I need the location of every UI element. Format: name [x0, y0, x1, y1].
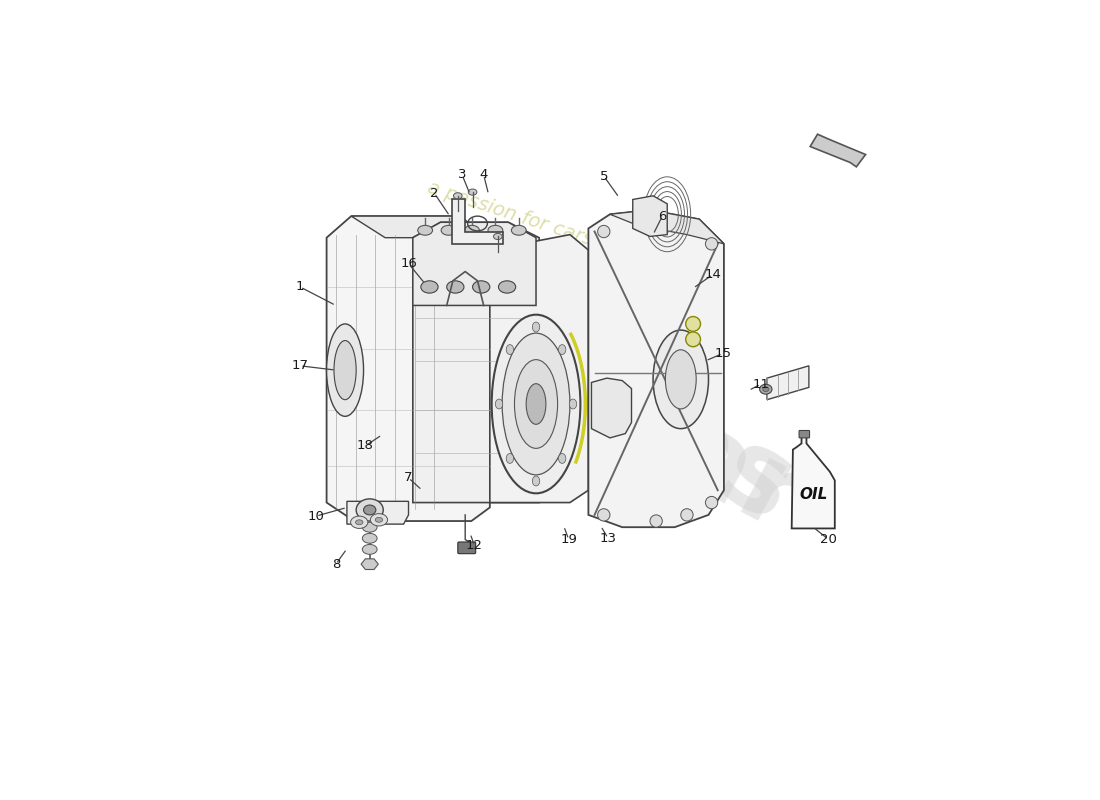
Ellipse shape: [351, 516, 367, 529]
Text: 11: 11: [752, 378, 769, 390]
Text: 6: 6: [658, 210, 667, 222]
Ellipse shape: [334, 341, 356, 400]
Polygon shape: [361, 559, 378, 570]
Text: 19: 19: [560, 533, 578, 546]
Polygon shape: [810, 134, 866, 167]
Text: 3: 3: [458, 168, 466, 182]
Ellipse shape: [453, 193, 462, 199]
Text: 18: 18: [358, 439, 374, 452]
Ellipse shape: [650, 211, 662, 223]
Polygon shape: [490, 234, 588, 502]
Ellipse shape: [327, 324, 363, 416]
Polygon shape: [592, 378, 631, 438]
Polygon shape: [588, 210, 724, 527]
Ellipse shape: [506, 454, 514, 463]
Text: res: res: [587, 360, 811, 546]
Polygon shape: [452, 199, 504, 244]
Ellipse shape: [559, 345, 565, 354]
Ellipse shape: [464, 226, 480, 235]
Ellipse shape: [362, 545, 377, 554]
Ellipse shape: [375, 518, 383, 522]
Ellipse shape: [685, 317, 701, 331]
Ellipse shape: [666, 350, 696, 409]
Ellipse shape: [532, 322, 540, 332]
Text: 7: 7: [405, 471, 412, 485]
FancyBboxPatch shape: [799, 430, 810, 438]
Polygon shape: [609, 210, 724, 244]
Ellipse shape: [597, 226, 609, 238]
Ellipse shape: [570, 399, 576, 409]
Text: 20: 20: [821, 533, 837, 546]
Text: a passion for cars since 1985: a passion for cars since 1985: [426, 178, 702, 285]
Ellipse shape: [705, 496, 717, 509]
Ellipse shape: [681, 509, 693, 521]
Text: OIL: OIL: [799, 487, 827, 502]
Ellipse shape: [356, 499, 383, 521]
Ellipse shape: [597, 509, 609, 521]
Ellipse shape: [418, 226, 432, 235]
Polygon shape: [792, 434, 835, 529]
Ellipse shape: [760, 384, 772, 394]
Text: 16: 16: [400, 257, 417, 270]
Ellipse shape: [469, 189, 477, 195]
Ellipse shape: [441, 226, 455, 235]
Ellipse shape: [526, 384, 546, 424]
Ellipse shape: [473, 281, 490, 293]
Ellipse shape: [355, 520, 363, 525]
Ellipse shape: [488, 226, 503, 235]
Text: 8: 8: [331, 558, 340, 570]
Ellipse shape: [502, 333, 570, 475]
Polygon shape: [767, 366, 808, 400]
Ellipse shape: [362, 522, 377, 532]
Polygon shape: [351, 216, 490, 238]
Ellipse shape: [498, 281, 516, 293]
Ellipse shape: [515, 360, 558, 448]
Ellipse shape: [447, 281, 464, 293]
Ellipse shape: [762, 386, 769, 392]
Ellipse shape: [495, 399, 503, 409]
Ellipse shape: [705, 238, 717, 250]
Polygon shape: [346, 502, 408, 524]
Ellipse shape: [559, 454, 565, 463]
Text: 4: 4: [480, 168, 488, 182]
Text: 12: 12: [466, 539, 483, 552]
Polygon shape: [412, 222, 539, 502]
Ellipse shape: [371, 514, 387, 526]
Ellipse shape: [532, 476, 540, 486]
Ellipse shape: [650, 515, 662, 527]
Ellipse shape: [363, 505, 376, 515]
Text: 1: 1: [296, 281, 305, 294]
Ellipse shape: [685, 332, 701, 346]
Ellipse shape: [653, 330, 708, 429]
Text: europar: europar: [332, 228, 820, 555]
Text: 14: 14: [704, 268, 722, 281]
Text: 10: 10: [308, 510, 324, 522]
Text: 13: 13: [600, 532, 617, 545]
Polygon shape: [412, 222, 536, 306]
Ellipse shape: [506, 345, 514, 354]
Text: 15: 15: [714, 347, 732, 360]
FancyBboxPatch shape: [458, 542, 475, 554]
Polygon shape: [327, 216, 490, 521]
Ellipse shape: [512, 226, 526, 235]
Ellipse shape: [421, 281, 438, 293]
Polygon shape: [632, 196, 668, 237]
Text: 5: 5: [600, 170, 608, 182]
Text: 2: 2: [430, 187, 439, 200]
Text: 17: 17: [292, 359, 309, 372]
Ellipse shape: [362, 534, 377, 543]
Ellipse shape: [492, 314, 581, 494]
Ellipse shape: [494, 234, 502, 239]
